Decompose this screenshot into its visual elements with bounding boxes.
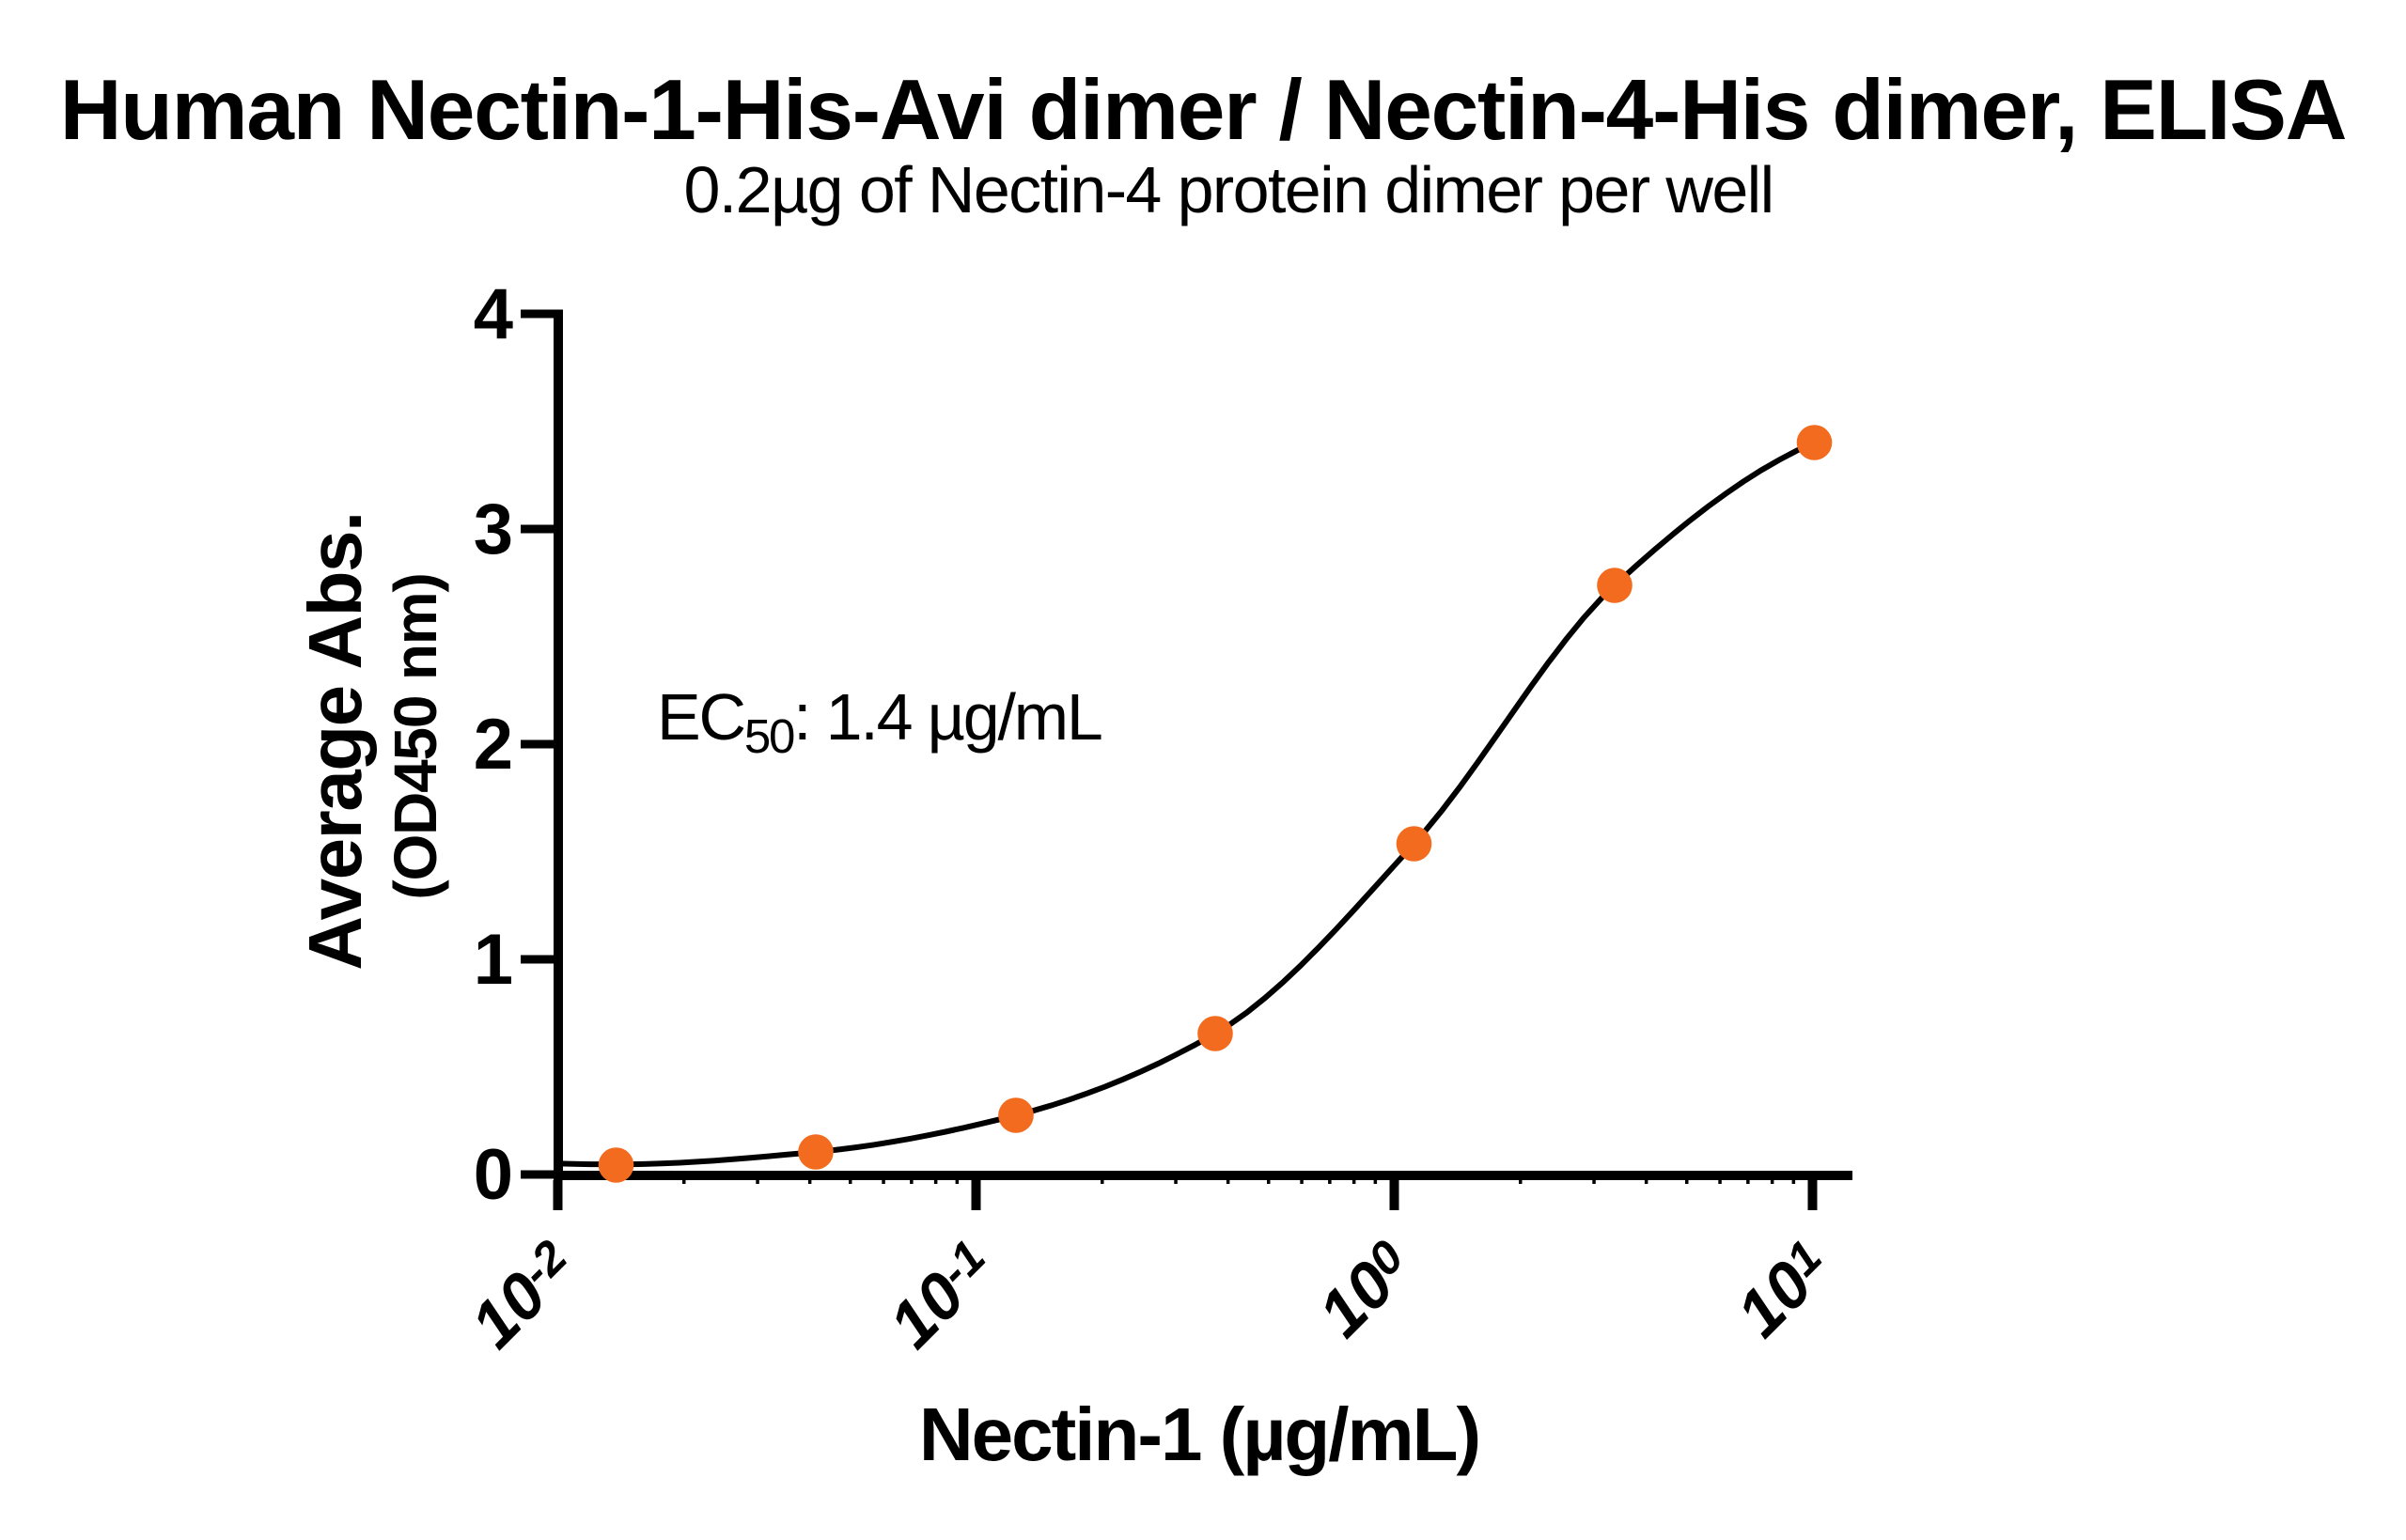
svg-text:2: 2 <box>474 705 513 785</box>
svg-text:Average Abs.: Average Abs. <box>293 512 377 970</box>
svg-text:EC50: 1.4 µg/mL: EC50: 1.4 µg/mL <box>657 680 1101 763</box>
svg-text:0.2µg of Nectin-4 protein dime: 0.2µg of Nectin-4 protein dimer per well <box>683 153 1773 226</box>
svg-text:(OD450 nm): (OD450 nm) <box>382 573 449 899</box>
svg-text:4: 4 <box>474 274 513 354</box>
svg-text:3: 3 <box>474 490 513 569</box>
svg-text:1: 1 <box>474 920 513 1000</box>
svg-text:Human Nectin-1-His-Avi dimer /: Human Nectin-1-His-Avi dimer / Nectin-4-… <box>60 63 2346 158</box>
svg-text:Nectin-1 (µg/mL): Nectin-1 (µg/mL) <box>919 1392 1479 1476</box>
svg-text:0: 0 <box>474 1135 513 1215</box>
